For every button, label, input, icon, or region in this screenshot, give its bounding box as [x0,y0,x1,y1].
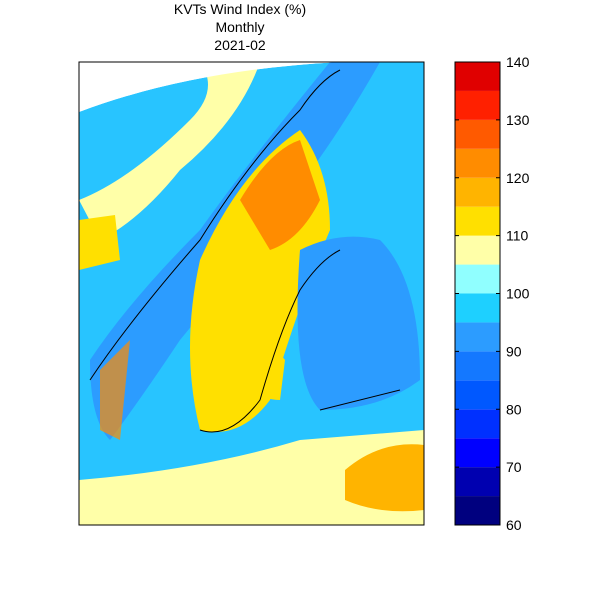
colorbar-cell [455,467,500,497]
colorbar-cell [455,62,500,91]
colorbar-cell [455,90,500,120]
colorbar-cell [455,438,500,468]
colorbar-cell [455,380,500,410]
map-frame [78,61,425,526]
map [79,62,424,525]
colorbar-tick-label: 60 [506,517,522,533]
colorbar-tick-label: 100 [506,286,530,302]
colorbar-tick-label: 140 [506,54,530,70]
colorbar-cell [455,322,500,352]
title: KVTs Wind Index (%) [174,1,306,17]
colorbar-cell [455,293,500,323]
colorbar-tick-label: 120 [506,170,530,186]
colorbar-tick-label: 90 [506,343,522,359]
colorbar-tick-label: 80 [506,401,522,417]
colorbar-cell [455,264,500,294]
colorbar-cell [455,496,500,525]
colorbar-cell [455,177,500,207]
colorbar-tick-label: 110 [506,228,529,244]
subtitle: Monthly [215,19,264,35]
colorbar-tick-label: 130 [506,112,530,128]
colorbar-cell [455,119,500,149]
colorbar-cell [455,235,500,265]
period: 2021-02 [214,37,266,53]
colorbar-cell [455,148,500,178]
colorbar-cell [455,351,500,381]
colorbar-cell [455,206,500,236]
colorbar-tick-label: 70 [506,459,522,475]
colorbar-cell [455,409,500,439]
